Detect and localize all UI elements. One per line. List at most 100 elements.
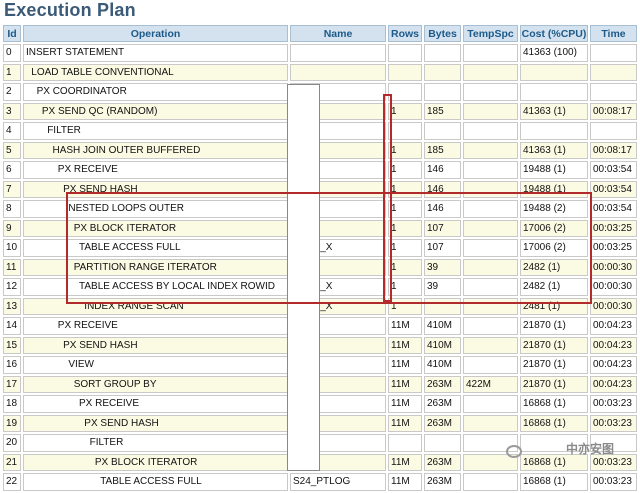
cell-time: 00:03:54 [590,180,637,198]
cell-tempspc: 422M [463,375,518,393]
watermark: 中亦安图 [565,442,614,456]
table-row: 17 SORT GROUP BY 11M 263M 422M 21870 (1) 00:04… [3,375,637,393]
cell-time: 00:04:23 [590,375,637,393]
cell-bytes: 185 [424,141,461,159]
col-header-time: Time [590,25,637,42]
col-header-id: Id [3,25,21,42]
cell-cost: 2481 (1) [520,297,588,315]
cell-cost: 21870 (1) [520,375,588,393]
cell-tempspc [463,278,518,296]
cell-bytes: 146 [424,161,461,179]
cell-time: 00:03:54 [590,161,637,179]
cell-bytes: 185 [424,102,461,120]
cell-rows: 1 [388,219,422,237]
cell-id: 15 [3,336,21,354]
cell-operation: INSERT STATEMENT [23,44,288,62]
cell-operation: NESTED LOOPS OUTER [23,200,288,218]
cell-rows: 11M [388,453,422,471]
cell-bytes [424,297,461,315]
cell-operation: PX SEND HASH [23,414,288,432]
col-header-bytes: Bytes [424,25,461,42]
cell-time: 00:08:17 [590,102,637,120]
cell-tempspc [463,434,518,452]
cell-rows: 11M [388,395,422,413]
cell-tempspc [463,219,518,237]
cell-cost: 41363 (1) [520,102,588,120]
cell-bytes [424,44,461,62]
cell-bytes: 107 [424,239,461,257]
cell-operation: PX RECEIVE [23,317,288,335]
cell-tempspc [463,336,518,354]
table-row: 14 PX RECEIVE 11M 410M 21870 (1) 00:04:23 [3,317,637,335]
cell-operation: FILTER [23,122,288,140]
cell-cost: 2482 (1) [520,258,588,276]
cell-bytes [424,63,461,81]
cell-time: 00:00:30 [590,278,637,296]
cell-operation: PX RECEIVE [23,395,288,413]
redaction-bar [287,84,320,471]
cell-tempspc [463,297,518,315]
cell-cost: 16868 (1) [520,414,588,432]
cell-time: 00:03:23 [590,414,637,432]
cell-id: 1 [3,63,21,81]
cell-id: 4 [3,122,21,140]
col-header-operation: Operation [23,25,288,42]
cell-id: 17 [3,375,21,393]
cell-rows: 1 [388,200,422,218]
cell-cost [520,83,588,101]
table-row: 5 HASH JOIN OUTER BUFFERED 1 185 41363 (1) 00… [3,141,637,159]
cell-rows: 1 [388,161,422,179]
cell-tempspc [463,63,518,81]
cell-cost: 21870 (1) [520,336,588,354]
cell-rows: 11M [388,473,422,491]
cell-tempspc [463,83,518,101]
cell-id: 9 [3,219,21,237]
cell-operation: VIEW [23,356,288,374]
cell-tempspc [463,141,518,159]
cell-bytes: 263M [424,375,461,393]
cell-rows: 11M [388,336,422,354]
cell-rows: 11M [388,375,422,393]
col-header-name: Name [290,25,386,42]
cell-operation: FILTER [23,434,288,452]
cell-rows: 1 [388,278,422,296]
cell-bytes [424,83,461,101]
table-row: 11 PARTITION RANGE ITERATOR 1 39 2482 (1) 00:… [3,258,637,276]
cell-bytes [424,434,461,452]
cell-operation: TABLE ACCESS FULL [23,239,288,257]
cell-cost [520,63,588,81]
page-title: Execution Plan [4,0,136,20]
cell-bytes: 263M [424,453,461,471]
table-row: 20 FILTER [3,434,637,452]
cell-tempspc [463,161,518,179]
cell-tempspc [463,356,518,374]
table-row: 3PX SEND QC (RANDOM)003118541363 (1)00:0… [3,102,637,120]
cell-name [290,44,386,62]
cell-cost: 16868 (1) [520,395,588,413]
cell-time [590,63,637,81]
cell-id: 5 [3,141,21,159]
cell-operation: PX RECEIVE [23,161,288,179]
cell-operation: LOAD TABLE CONVENTIONAL [23,63,288,81]
cell-bytes: 107 [424,219,461,237]
cell-rows: 1 [388,258,422,276]
cell-id: 8 [3,200,21,218]
cell-rows: 11M [388,317,422,335]
cell-cost: 17006 (2) [520,219,588,237]
cell-time: 00:03:25 [590,239,637,257]
cell-id: 14 [3,317,21,335]
table-row: 1 LOAD TABLE CONVENTIONAL [3,63,637,81]
cell-rows: 1 [388,297,422,315]
cell-tempspc [463,395,518,413]
table-row: 22 TABLE ACCESS FULL S24_PTLOG 11M 263M 16868… [3,473,637,491]
cell-bytes: 263M [424,414,461,432]
cell-tempspc [463,44,518,62]
cell-cost [520,122,588,140]
cell-time: 00:03:23 [590,395,637,413]
cell-id: 20 [3,434,21,452]
cell-id: 11 [3,258,21,276]
cell-tempspc [463,414,518,432]
cell-time: 00:00:30 [590,297,637,315]
